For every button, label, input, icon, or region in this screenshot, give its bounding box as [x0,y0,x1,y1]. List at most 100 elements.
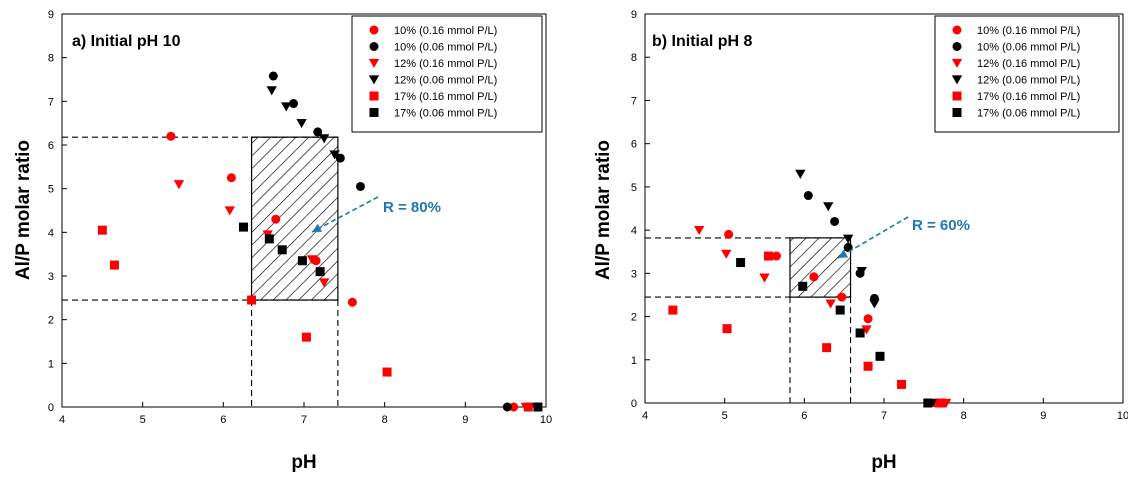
data-point [823,202,834,212]
data-point [736,258,746,268]
x-tick-label: 10 [1117,410,1128,422]
legend-a: 10% (0.16 mmol P/L) 10% (0.06 mmol P/L) 12… [351,15,543,133]
y-tick-label: 6 [48,140,54,152]
annotation-arrowhead [312,223,323,232]
data-point [315,267,325,277]
x-tick-label: 4 [59,414,65,426]
data-point [795,169,806,179]
data-point [313,127,323,137]
data-point [297,256,307,266]
data-point [226,173,236,183]
y-tick-label: 9 [631,9,637,21]
x-tick-label: 6 [220,414,226,426]
y-tick-label: 7 [631,95,637,107]
data-point [166,131,176,141]
x-tick-label: 7 [881,410,887,422]
legend-marker [369,25,379,35]
data-point [923,398,933,408]
legend-label: 17% (0.16 mmol P/L) [977,91,1080,103]
y-tick-label: 1 [48,358,54,370]
data-point [843,242,853,252]
data-point [759,273,770,283]
y-tick-label: 5 [48,184,54,196]
data-point [277,245,287,255]
data-point [382,367,392,377]
data-point [809,272,819,282]
panel-b: 4 5 6 7 8 9 10 0 1 2 3 4 5 6 7 8 9 b) Initial pH 8 R = 6… [593,9,1128,473]
legend-label: 12% (0.16 mmol P/L) [394,58,497,70]
legend-marker [368,58,380,68]
data-point [268,71,278,81]
y-tick-label: 8 [631,52,637,64]
data-point [724,229,734,239]
data-point [721,249,732,259]
y-tick-label: 5 [631,182,637,194]
data-point [861,325,872,335]
data-point [803,191,813,201]
data-point [318,278,330,288]
data-point [855,328,865,338]
legend-label: 10% (0.06 mmol P/L) [394,42,497,54]
data-point [722,324,732,334]
y-tick-label: 7 [48,96,54,108]
data-point [509,402,519,412]
x-tick-label: 5 [722,410,728,422]
x-axis-title-b: pH [871,452,896,473]
annotation-arrowhead [838,249,849,258]
x-tick-label: 10 [540,414,552,426]
data-point [835,305,845,315]
data-point [856,267,867,277]
legend-marker [951,58,963,68]
y-tick-label: 1 [631,355,637,367]
data-point [869,299,880,309]
legend-marker [951,75,963,85]
data-point [837,292,847,302]
data-point [266,86,277,96]
y-tick-label: 2 [631,312,637,324]
y-tick-label: 0 [48,402,54,414]
data-point [318,134,330,144]
legend-label: 10% (0.16 mmol P/L) [977,25,1080,37]
x-axis-title-a: pH [291,452,316,473]
data-point [264,234,274,244]
y-tick-label: 3 [631,268,637,280]
marks-a: 4 5 6 7 8 9 10 0 1 2 3 4 5 6 7 8 9 [48,9,552,426]
y-tick-label: 6 [631,139,637,151]
data-point [355,181,365,191]
legend-label: 17% (0.06 mmol P/L) [394,108,497,120]
data-point [224,206,235,216]
legend-label: 17% (0.06 mmol P/L) [977,108,1080,120]
legend-marker [369,108,379,117]
legend-label: 10% (0.16 mmol P/L) [394,25,497,37]
x-tick-label: 9 [462,414,468,426]
x-tick-label: 5 [140,414,146,426]
data-point [109,260,119,270]
legend-label: 12% (0.06 mmol P/L) [977,75,1080,87]
chart-title-b: b) Initial pH 8 [652,33,753,50]
marks-b: 4 5 6 7 8 9 10 0 1 2 3 4 5 6 7 8 9 [631,9,1128,422]
y-tick-label: 8 [48,53,54,65]
x-tick-label: 6 [801,410,807,422]
legend-marker [368,75,380,85]
data-point [523,402,533,412]
data-point [825,299,836,309]
data-point [936,398,946,408]
data-point [502,402,512,412]
data-point [306,255,318,265]
data-point [329,150,340,160]
y-tick-label: 3 [48,271,54,283]
legend-label: 12% (0.06 mmol P/L) [394,75,497,87]
data-point [897,379,907,389]
data-point [533,402,543,412]
legend-label: 12% (0.16 mmol P/L) [977,58,1080,70]
y-tick-label: 9 [48,9,54,21]
y-tick-label: 4 [48,227,54,239]
data-point [173,180,185,190]
data-point [822,343,832,353]
data-point [763,251,773,261]
legend-b: 10% (0.16 mmol P/L) 10% (0.06 mmol P/L) 12… [934,15,1120,133]
data-point [335,153,345,163]
data-point [693,225,705,236]
data-point [668,305,678,315]
x-tick-label: 8 [382,414,388,426]
